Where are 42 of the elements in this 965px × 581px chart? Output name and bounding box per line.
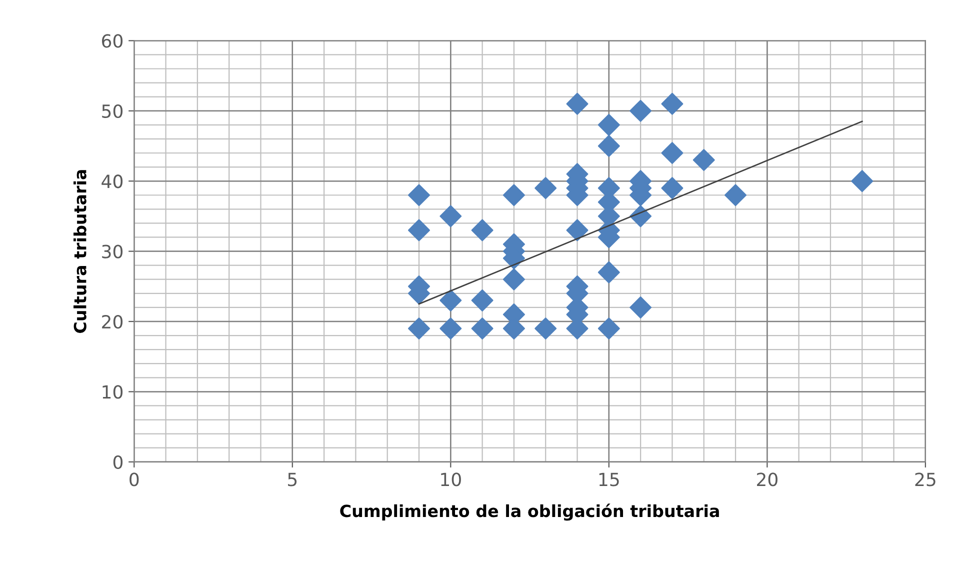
point xyxy=(440,289,462,312)
point xyxy=(502,184,525,206)
point xyxy=(661,142,684,164)
x-tick-label: 5 xyxy=(288,472,297,486)
y-tick-label: 60 xyxy=(102,34,123,48)
point xyxy=(534,318,557,340)
point xyxy=(471,289,494,312)
point xyxy=(661,177,684,200)
point xyxy=(566,92,588,115)
x-axis-title: Cumplimiento de la obligación tributaria xyxy=(340,504,719,521)
y-axis-title: Cultura tributaria xyxy=(74,170,86,333)
x-tick-label: 20 xyxy=(757,472,778,486)
x-tick-label: 25 xyxy=(915,472,936,486)
point xyxy=(408,318,430,340)
x-tick-label: 15 xyxy=(599,472,619,486)
point xyxy=(598,134,620,157)
point xyxy=(471,219,494,242)
point xyxy=(598,318,620,340)
y-tick-label: 30 xyxy=(102,244,123,258)
point xyxy=(534,177,557,200)
point xyxy=(408,219,430,242)
point xyxy=(566,219,588,242)
point xyxy=(471,318,494,340)
point xyxy=(724,184,747,206)
point xyxy=(408,184,430,206)
point xyxy=(598,261,620,284)
y-tick-label: 40 xyxy=(102,174,123,188)
point xyxy=(851,170,874,192)
point xyxy=(440,318,462,340)
point xyxy=(630,100,652,122)
y-tick-label: 20 xyxy=(102,314,123,329)
point xyxy=(692,149,715,172)
point xyxy=(661,92,684,115)
y-tick-label: 50 xyxy=(102,104,123,118)
x-tick-label: 0 xyxy=(130,472,139,486)
point xyxy=(630,296,652,318)
y-tick-label: 0 xyxy=(113,455,123,470)
point xyxy=(502,268,525,290)
y-tick-label: 10 xyxy=(102,385,123,399)
point xyxy=(598,114,620,136)
point xyxy=(440,205,462,228)
x-tick-label: 10 xyxy=(441,472,461,486)
